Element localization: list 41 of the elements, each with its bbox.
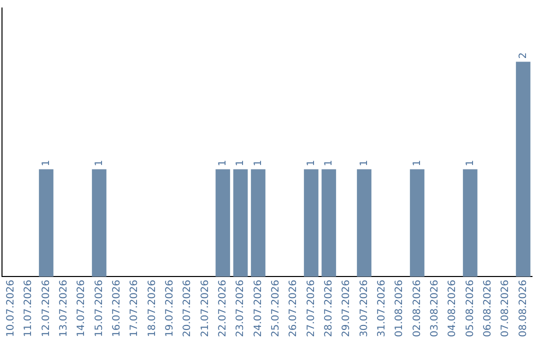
data-label: 1: [306, 160, 317, 166]
x-tick-label: 22.07.2026: [217, 280, 228, 338]
data-label: 1: [358, 160, 370, 166]
x-tick-label: 13.07.2026: [58, 280, 70, 338]
x-tick-label: 10.07.2026: [5, 280, 16, 338]
x-tick-label: 18.07.2026: [146, 280, 158, 338]
x-tick-label: 01.08.2026: [394, 280, 406, 338]
data-label: 1: [235, 160, 246, 166]
data-label: 1: [464, 160, 476, 166]
x-tick-label: 15.07.2026: [94, 280, 105, 338]
data-label: 2: [518, 52, 529, 59]
data-label: 1: [323, 160, 334, 166]
x-tick-label: 28.07.2026: [323, 280, 334, 338]
x-tick-label: 04.08.2026: [447, 280, 458, 338]
x-tick-label: 24.07.2026: [252, 280, 264, 338]
x-tick-label: 02.08.2026: [412, 280, 423, 338]
x-tick-label: 05.08.2026: [464, 280, 476, 338]
x-tick-label: 27.07.2026: [306, 280, 317, 338]
x-tick-label: 17.07.2026: [129, 280, 140, 338]
x-tick-label: 30.07.2026: [358, 280, 370, 338]
x-tick-label: 11.07.2026: [23, 280, 34, 338]
x-tick-label: 07.08.2026: [500, 280, 512, 338]
data-label: 1: [412, 160, 423, 166]
x-tick-label: 16.07.2026: [111, 280, 122, 338]
data-label: 1: [252, 160, 264, 166]
x-tick-label: 03.08.2026: [429, 280, 440, 338]
x-tick-label: 06.08.2026: [482, 280, 494, 338]
x-tick-label: 08.08.2026: [518, 280, 529, 338]
data-label: 1: [217, 160, 228, 166]
x-tick-label: 25.07.2026: [270, 280, 282, 338]
x-tick-label: 26.07.2026: [288, 280, 300, 338]
x-tick-label: 29.07.2026: [341, 280, 352, 338]
x-tick-label: 31.07.2026: [376, 280, 388, 338]
data-label: 1: [40, 160, 52, 166]
x-tick-label: 19.07.2026: [164, 280, 176, 338]
x-tick-label: 21.07.2026: [200, 280, 211, 338]
x-tick-label: 23.07.2026: [235, 280, 246, 338]
data-label: 1: [94, 160, 105, 166]
x-tick-label: 20.07.2026: [182, 280, 194, 338]
x-tick-label: 14.07.2026: [76, 280, 88, 338]
x-tick-label: 12.07.2026: [40, 280, 52, 338]
